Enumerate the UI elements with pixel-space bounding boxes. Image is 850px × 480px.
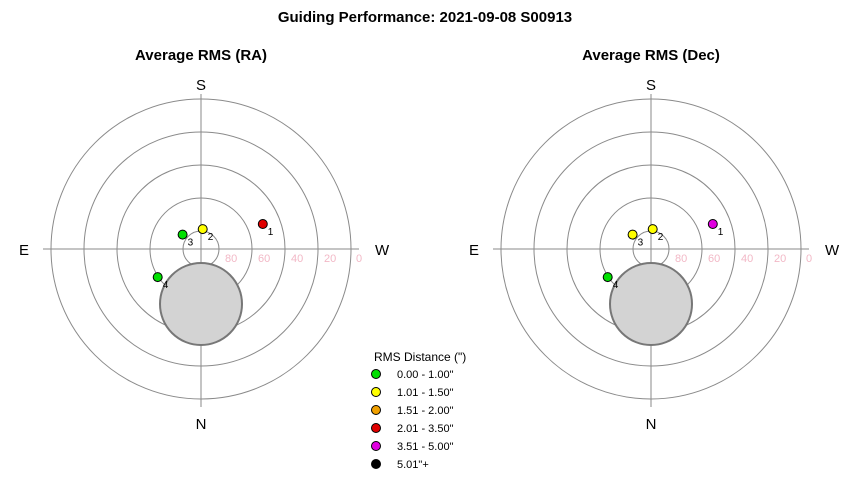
- data-point: [707, 219, 718, 229]
- data-point: [152, 272, 163, 283]
- cardinal-right: W: [825, 242, 840, 259]
- plot-title: Average RMS (Dec): [582, 47, 720, 64]
- radial-tick-label: 80: [675, 253, 687, 265]
- data-point-label: 4: [613, 280, 619, 291]
- legend-label: 1.51 - 2.00": [397, 405, 454, 417]
- data-point-label: 1: [268, 227, 274, 238]
- radial-tick-label: 0: [356, 253, 362, 265]
- legend-label: 0.00 - 1.00": [397, 369, 454, 381]
- zenith-mask: [159, 262, 243, 346]
- cardinal-top: S: [646, 77, 656, 94]
- radial-tick-label: 0: [806, 253, 812, 265]
- data-point-label: 2: [208, 232, 214, 243]
- data-point: [602, 272, 613, 283]
- legend-label: 5.01"+: [397, 459, 429, 471]
- cardinal-top: S: [196, 77, 206, 94]
- polar-plot-1: Average RMS (RA) 80 60 40 20 0 S N E W 1 2 3 4: [19, 47, 390, 433]
- page-title: Guiding Performance: 2021-09-08 S00913: [277, 9, 573, 26]
- data-point-label: 2: [658, 232, 664, 243]
- legend-label: 2.01 - 3.50": [397, 423, 454, 435]
- cardinal-left: E: [19, 242, 29, 259]
- legend-label: 3.51 - 5.00": [397, 441, 454, 453]
- legend-swatch: [371, 369, 381, 379]
- data-point-label: 3: [188, 238, 194, 249]
- data-point: [647, 224, 658, 235]
- cardinal-bottom: N: [196, 416, 207, 433]
- radial-tick-label: 80: [225, 253, 237, 265]
- legend-swatch: [371, 441, 381, 451]
- radial-tick-label: 40: [741, 253, 753, 265]
- radial-tick-label: 60: [708, 253, 720, 265]
- legend-swatch: [371, 387, 381, 397]
- zenith-mask: [609, 262, 693, 346]
- data-point-label: 4: [163, 280, 169, 291]
- data-point: [197, 224, 208, 235]
- plot-title: Average RMS (RA): [135, 47, 267, 64]
- data-point-label: 1: [718, 227, 724, 238]
- data-point-label: 3: [638, 238, 644, 249]
- legend-swatch: [371, 423, 381, 433]
- data-point: [627, 229, 638, 240]
- legend-label: 1.01 - 1.50": [397, 387, 454, 399]
- radial-tick-label: 20: [774, 253, 786, 265]
- radial-tick-label: 20: [324, 253, 336, 265]
- legend-swatch: [371, 405, 381, 415]
- legend-swatch: [371, 459, 381, 469]
- legend: RMS Distance (") 0.00 - 1.00" 1.01 - 1.50"…: [371, 350, 466, 471]
- radial-tick-label: 40: [291, 253, 303, 265]
- cardinal-left: E: [469, 242, 479, 259]
- radial-tick-label: 60: [258, 253, 270, 265]
- cardinal-right: W: [375, 242, 390, 259]
- polar-plot-2: Average RMS (Dec) 80 60 40 20 0 S N E W 1 2 3 4: [469, 47, 840, 433]
- cardinal-bottom: N: [646, 416, 657, 433]
- data-point: [177, 229, 188, 240]
- data-point: [257, 219, 268, 229]
- legend-title: RMS Distance ("): [374, 350, 466, 364]
